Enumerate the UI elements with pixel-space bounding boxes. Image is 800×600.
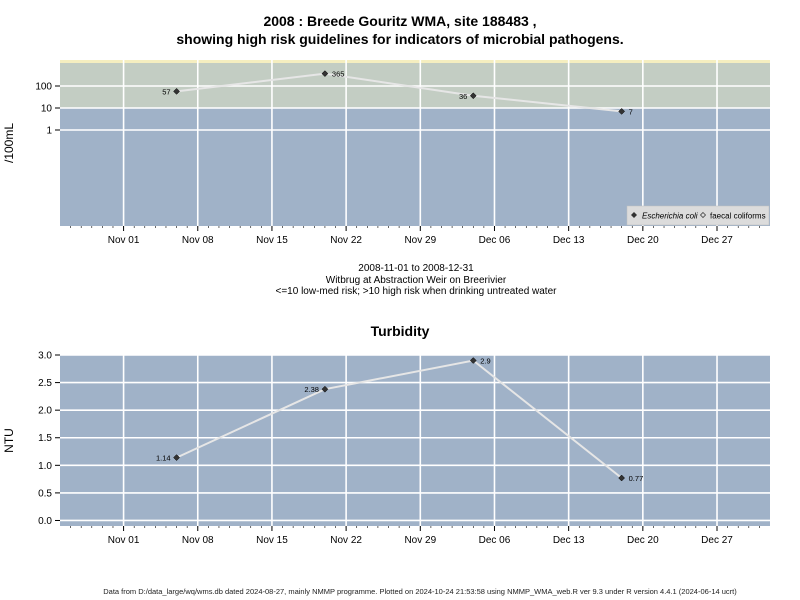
x-tick-label: Dec 06: [479, 535, 511, 546]
y-tick-label: 2.0: [38, 406, 52, 417]
x-tick-label: Dec 27: [701, 535, 733, 546]
series-line: [176, 359, 623, 479]
y-tick-label: 2.5: [38, 378, 52, 389]
x-tick-label: Nov 01: [108, 235, 140, 246]
series-line: [176, 72, 622, 113]
caption-date-range: 2008-11-01 to 2008-12-31: [358, 263, 474, 274]
legend-faecal-label: faecal coliforms: [710, 212, 766, 221]
x-tick-label: Dec 13: [553, 535, 585, 546]
caption-site: Witbrug at Abstraction Weir on Breerivie…: [325, 275, 507, 286]
top-strip: [60, 60, 770, 63]
data-point-marker: [618, 108, 625, 115]
x-tick-label: Nov 22: [330, 535, 362, 546]
data-label: 7: [629, 107, 633, 116]
x-tick-label: Nov 15: [256, 535, 288, 546]
x-tick-label: Nov 29: [404, 535, 436, 546]
caption-risk-note: <=10 low-med risk; >10 high risk when dr…: [275, 286, 557, 297]
data-point-marker: [321, 70, 329, 77]
data-point-marker: [173, 454, 180, 461]
legend-faecal-marker: [699, 211, 707, 219]
legend-ecoli-marker: [631, 212, 637, 218]
data-point-marker: [469, 92, 477, 100]
y-tick-label: 1.5: [38, 433, 52, 444]
x-tick-label: Nov 22: [330, 235, 362, 246]
y-tick-label: 1.0: [38, 461, 52, 472]
chart1-title-line1: 2008 : Breede Gouritz WMA, site 188483 ,: [263, 13, 537, 29]
x-tick-label: Dec 20: [627, 535, 659, 546]
y-axis-label: NTU: [2, 428, 16, 453]
y-tick-label: 0.0: [38, 516, 52, 527]
legend-box: [626, 205, 770, 226]
y-tick-label: 3.0: [38, 351, 52, 362]
plot-background: [60, 355, 770, 526]
chart2-title: Turbidity: [370, 323, 430, 339]
chart1-title-line2: showing high risk guidelines for indicat…: [176, 31, 624, 47]
y-tick-label: 100: [35, 82, 52, 93]
data-point-marker: [173, 88, 180, 95]
y-tick-label: 1: [46, 126, 52, 137]
x-tick-label: Dec 20: [627, 235, 659, 246]
data-label: 1.14: [156, 454, 171, 463]
footer-source-note: Data from D:/data_large/wq/wms.db dated …: [103, 587, 737, 596]
x-tick-label: Dec 13: [553, 235, 585, 246]
x-tick-label: Nov 08: [182, 535, 214, 546]
x-tick-label: Nov 01: [108, 535, 140, 546]
high-risk-band: [60, 60, 770, 108]
x-tick-label: Dec 06: [479, 235, 511, 246]
y-tick-label: 10: [41, 104, 53, 115]
legend-ecoli-label: Escherichia coli: [642, 212, 698, 221]
data-label: 2.38: [304, 385, 319, 394]
x-tick-label: Nov 29: [404, 235, 436, 246]
data-point-marker: [618, 474, 625, 482]
data-point-marker: [469, 357, 477, 364]
data-label: 2.9: [480, 357, 490, 366]
data-label: 36: [459, 92, 467, 101]
x-tick-label: Dec 27: [701, 235, 733, 246]
y-axis-label: /100mL: [2, 123, 16, 163]
x-tick-label: Nov 15: [256, 235, 288, 246]
data-label: 365: [332, 70, 345, 79]
x-tick-label: Nov 08: [182, 235, 214, 246]
y-tick-label: 0.5: [38, 488, 52, 499]
data-point-marker: [321, 385, 329, 393]
data-label: 57: [162, 87, 170, 96]
data-label: 0.77: [629, 474, 644, 483]
